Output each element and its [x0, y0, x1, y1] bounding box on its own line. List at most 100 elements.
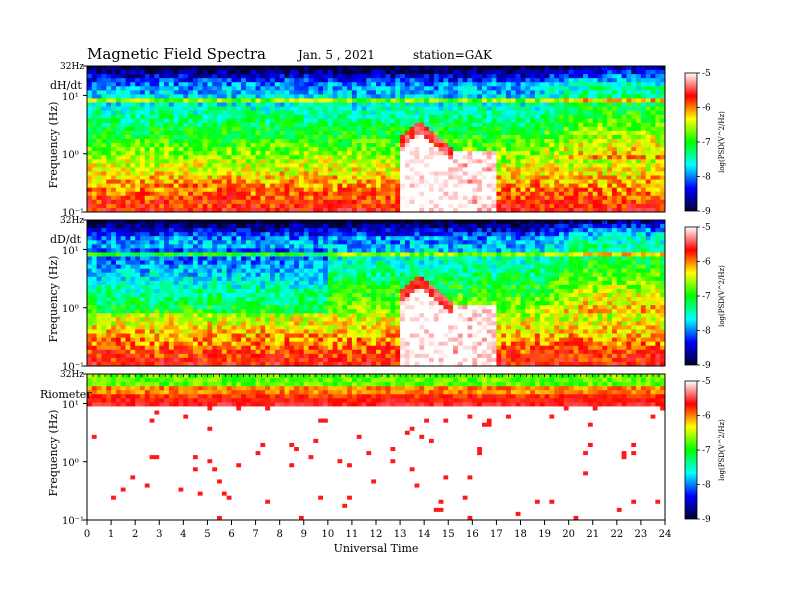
spectrogram-cell	[116, 342, 121, 346]
spectrogram-cell	[169, 139, 174, 143]
spectrogram-cell	[222, 111, 227, 115]
spectrogram-cell	[410, 167, 415, 171]
spectrogram-cell	[443, 184, 448, 188]
spectrogram-cell	[458, 184, 463, 188]
spectrogram-cell	[154, 240, 159, 244]
spectrogram-cell	[116, 184, 121, 188]
spectrogram-cell	[130, 86, 135, 90]
spectrogram-cell	[87, 220, 92, 224]
spectrogram-cell	[217, 192, 222, 196]
spectrogram-cell	[342, 155, 347, 159]
spectrogram-cell	[140, 180, 145, 184]
spectrogram-cell	[164, 123, 169, 127]
spectrogram-cell	[121, 240, 126, 244]
spectrogram-cell	[236, 171, 241, 175]
spectrogram-cell	[294, 135, 299, 139]
spectrogram-cell	[482, 188, 487, 192]
spectrogram-cell	[583, 167, 588, 171]
spectrogram-cell	[212, 127, 217, 131]
spectrogram-cell	[530, 78, 535, 82]
spectrogram-cell	[569, 139, 574, 143]
spectrogram-cell	[569, 66, 574, 70]
spectrogram-cell	[140, 167, 145, 171]
spectrogram-cell	[246, 163, 251, 167]
spectrogram-cell	[463, 147, 468, 151]
spectrogram-cell	[535, 176, 540, 180]
spectrogram-cell	[179, 139, 184, 143]
spectrogram-cell	[212, 159, 217, 163]
spectrogram-cell	[463, 171, 468, 175]
spectrogram-cell	[280, 159, 285, 163]
spectrogram-cell	[651, 180, 656, 184]
spectrogram-cell	[280, 70, 285, 74]
spectrogram-cell	[631, 147, 636, 151]
spectrogram-cell	[145, 163, 150, 167]
spectrogram-cell	[342, 78, 347, 82]
spectrogram-cell	[227, 74, 232, 78]
spectrogram-cell	[626, 74, 631, 78]
spectrogram-cell	[506, 171, 511, 175]
spectrogram-cell	[130, 90, 135, 94]
spectrogram-cell	[415, 188, 420, 192]
spectrogram-cell	[419, 74, 424, 78]
spectrogram-cell	[376, 66, 381, 70]
spectrogram-cell	[448, 127, 453, 131]
spectrogram-cell	[217, 151, 222, 155]
spectrogram-cell	[121, 127, 126, 131]
spectrogram-cell	[106, 111, 111, 115]
spectrogram-cell	[400, 115, 405, 119]
spectrogram-cell	[304, 119, 309, 123]
spectrogram-cell	[496, 200, 501, 204]
spectrogram-cell	[472, 86, 477, 90]
spectrogram-cell	[159, 200, 164, 204]
spectrogram-cell	[130, 346, 135, 350]
spectrogram-cell	[126, 224, 131, 228]
spectrogram-cell	[150, 163, 155, 167]
spectrogram-cell	[588, 131, 593, 135]
spectrogram-cell	[626, 123, 631, 127]
spectrogram-cell	[622, 171, 627, 175]
spectrogram-cell	[415, 111, 420, 115]
spectrogram-cell	[246, 167, 251, 171]
spectrogram-cell	[130, 171, 135, 175]
spectrogram-cell	[400, 192, 405, 196]
spectrogram-cell	[492, 135, 497, 139]
spectrogram-cell	[549, 184, 554, 188]
spectrogram-cell	[617, 135, 622, 139]
spectrogram-cell	[395, 176, 400, 180]
spectrogram-cell	[453, 151, 458, 155]
spectrogram-cell	[159, 180, 164, 184]
spectrogram-cell	[530, 167, 535, 171]
spectrogram-cell	[429, 159, 434, 163]
spectrogram-cell	[468, 147, 473, 151]
spectrogram-cell	[390, 200, 395, 204]
spectrogram-cell	[506, 90, 511, 94]
spectrogram-cell	[646, 204, 651, 208]
spectrogram-cell	[578, 103, 583, 107]
dhdt-spectrogram	[87, 66, 665, 212]
spectrogram-cell	[150, 236, 155, 240]
spectrogram-cell	[559, 66, 564, 70]
spectrogram-cell	[501, 204, 506, 208]
spectrogram-cell	[386, 111, 391, 115]
spectrogram-cell	[251, 119, 256, 123]
spectrogram-cell	[448, 184, 453, 188]
spectrogram-cell	[145, 232, 150, 236]
spectrogram-cell	[578, 155, 583, 159]
spectrogram-cell	[525, 200, 530, 204]
spectrogram-cell	[284, 139, 289, 143]
spectrogram-cell	[150, 248, 155, 252]
spectrogram-cell	[463, 188, 468, 192]
spectrogram-cell	[439, 139, 444, 143]
spectrogram-cell	[492, 119, 497, 123]
spectrogram-cell	[545, 151, 550, 155]
spectrogram-cell	[472, 188, 477, 192]
spectrogram-cell	[193, 204, 198, 208]
spectrogram-cell	[386, 94, 391, 98]
spectrogram-cell	[347, 151, 352, 155]
spectrogram-cell	[564, 115, 569, 119]
spectrogram-cell	[111, 220, 116, 224]
spectrogram-cell	[492, 159, 497, 163]
spectrogram-cell	[270, 107, 275, 111]
spectrogram-cell	[482, 167, 487, 171]
